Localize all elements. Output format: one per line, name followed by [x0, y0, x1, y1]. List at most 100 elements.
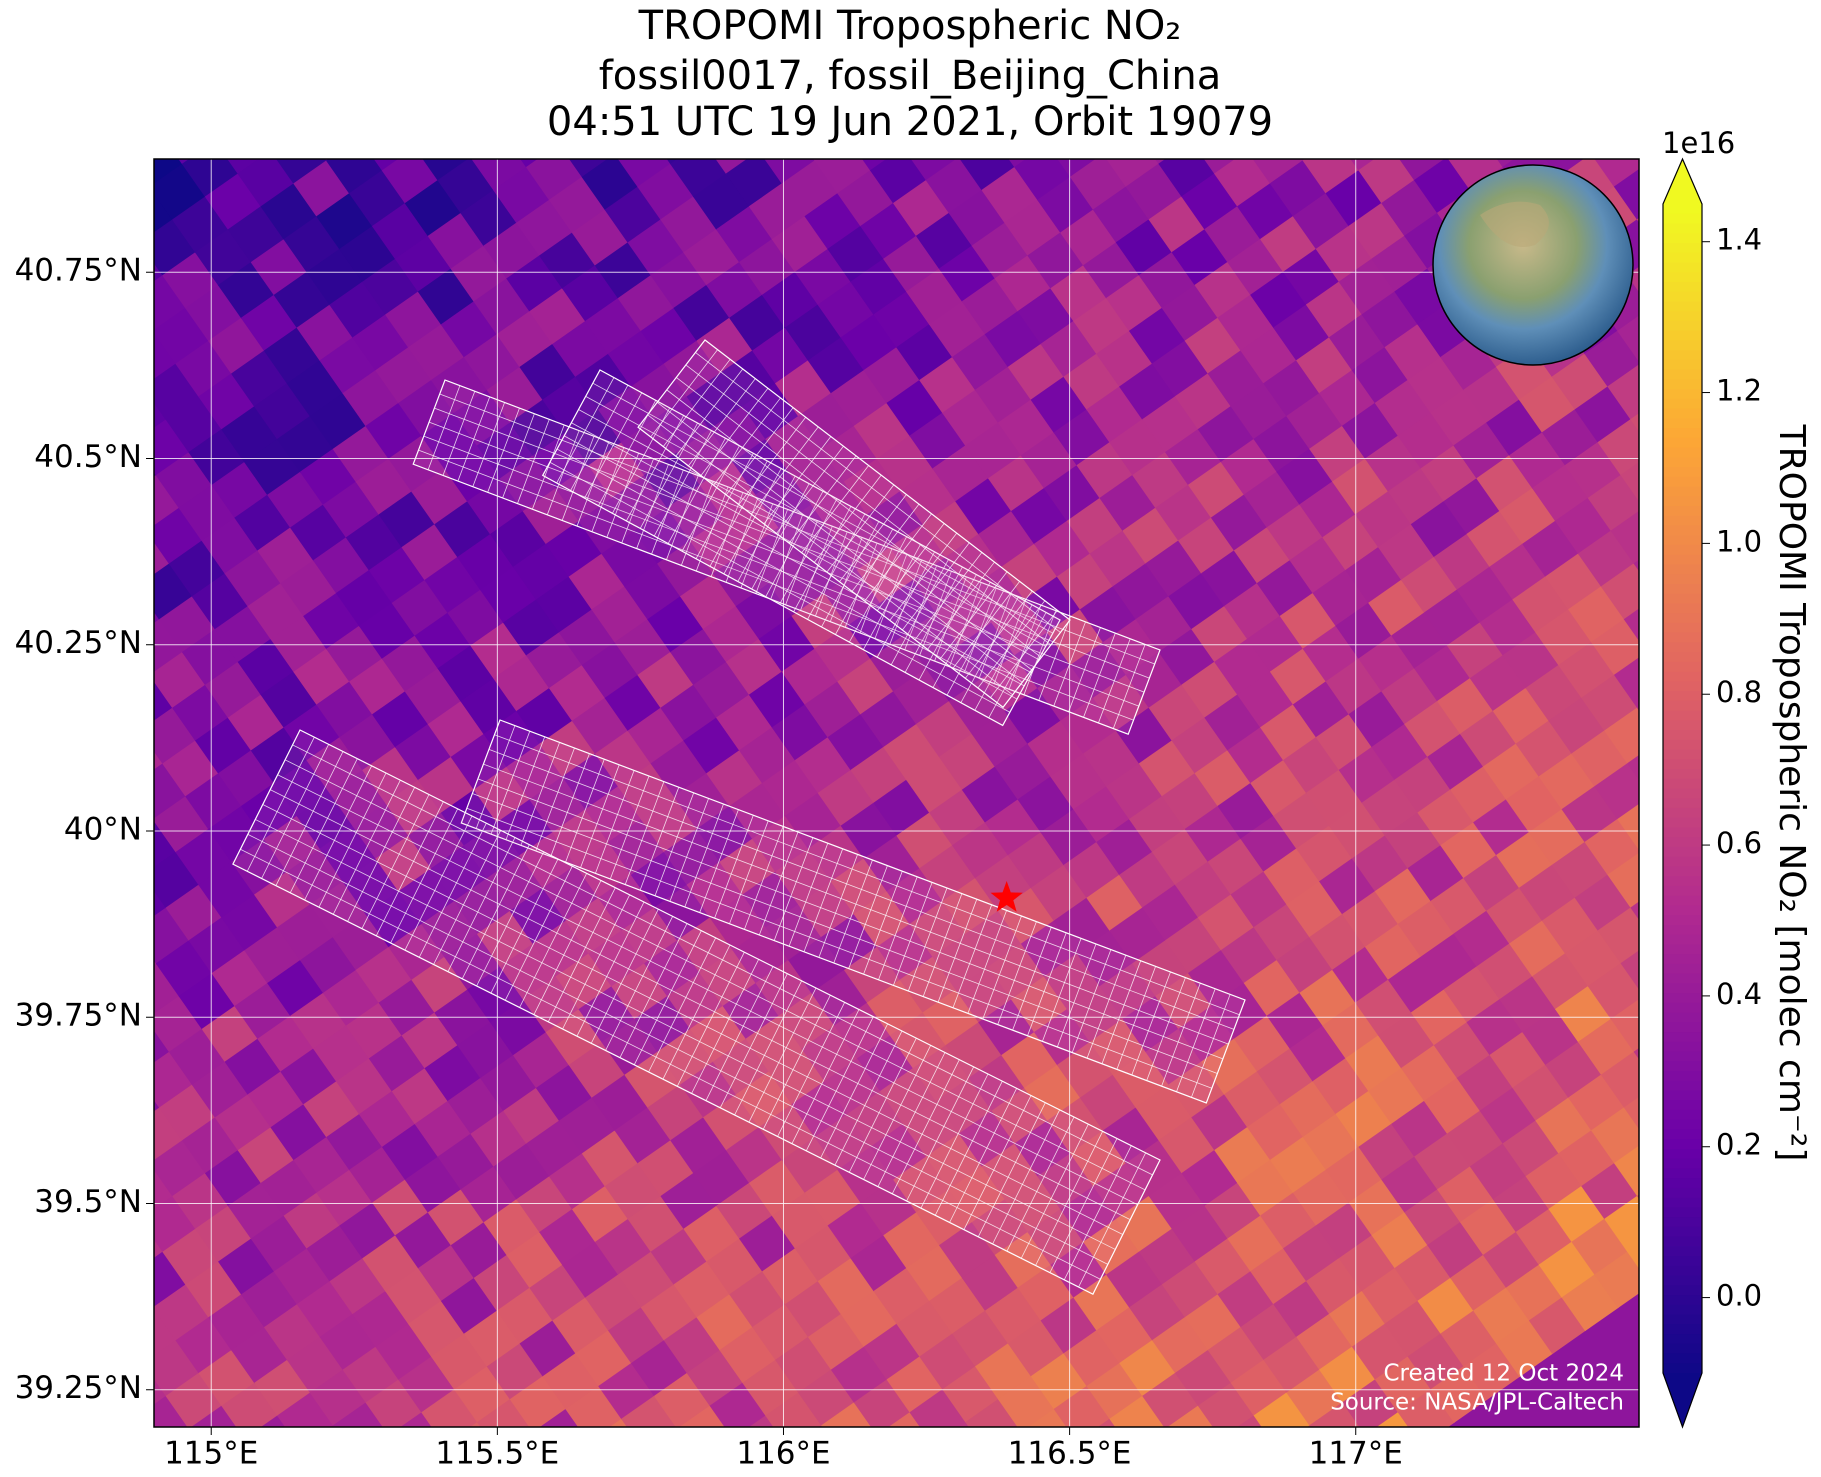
- map-pixel: [1597, 906, 1639, 965]
- colorbar-segment: [1663, 408, 1702, 420]
- colorbar-segment: [1663, 1265, 1702, 1277]
- overlay-line: [318, 772, 387, 908]
- colorbar-segment: [1663, 291, 1702, 303]
- colorbar-segment: [1663, 827, 1702, 839]
- colorbar-extension: [1663, 159, 1702, 204]
- colorbar-segment: [1663, 788, 1702, 800]
- colorbar-segment: [1663, 389, 1702, 400]
- overlay-line: [535, 747, 575, 852]
- colorbar-segment: [1663, 340, 1702, 352]
- colorbar-segment: [1663, 603, 1702, 615]
- overlay-line: [877, 1052, 946, 1187]
- colorbar-segment: [1663, 1139, 1702, 1150]
- overlay-line: [863, 1045, 932, 1180]
- grid: [154, 159, 1639, 1427]
- colorbar-segment: [1663, 350, 1702, 361]
- colorbar-segment: [1663, 467, 1702, 478]
- map-pixel: [1188, 1438, 1245, 1477]
- colorbar-segment: [1663, 1236, 1702, 1248]
- map-pixel: [323, 1458, 380, 1477]
- y-tick-label: 39.75°N: [15, 998, 142, 1034]
- colorbar-segment: [1663, 252, 1702, 264]
- overlay-line: [547, 887, 616, 1023]
- colorbar-segment: [1663, 934, 1702, 946]
- colorbar-segment: [1663, 769, 1702, 780]
- colorbar-segment: [1663, 1295, 1702, 1306]
- colorbar-segment: [1663, 437, 1702, 449]
- map-pixel: [93, 154, 150, 211]
- overlay-line: [1027, 932, 1067, 1036]
- overlay-line: [725, 407, 794, 496]
- colorbar-extension: [1663, 1373, 1702, 1427]
- overlay-line: [418, 822, 487, 958]
- overlay-line: [483, 763, 1229, 1045]
- colorbar-segment: [1663, 1080, 1702, 1092]
- map-pixel: [611, 1451, 668, 1477]
- map-pixel: [74, 753, 131, 810]
- overlay-line: [1049, 1138, 1118, 1273]
- colorbar-segment: [1663, 359, 1702, 371]
- overlay-line: [662, 359, 731, 447]
- map-pixel: [1623, 1083, 1639, 1142]
- overlay-line: [675, 368, 744, 457]
- overlay-line: [893, 882, 933, 986]
- colorbar-segment: [1663, 1012, 1702, 1024]
- overlay-line: [744, 826, 784, 930]
- colorbar-segment: [1663, 204, 1702, 215]
- inset-globe: [1432, 164, 1634, 366]
- colorbar-segment: [1663, 710, 1702, 722]
- map-pixel: [1604, 707, 1639, 765]
- overlay-line: [758, 831, 799, 936]
- y-tick-label: 39.5°N: [34, 1184, 142, 1220]
- y-tick-label: 40.25°N: [15, 625, 142, 661]
- x-tick-label: 115°E: [164, 1436, 258, 1472]
- colorbar-segment: [1663, 720, 1702, 732]
- colorbar-segment: [1663, 1304, 1702, 1316]
- colorbar-segment: [1663, 759, 1702, 771]
- colorbar-segment: [1663, 515, 1702, 527]
- overlay-line: [633, 930, 702, 1066]
- overlay-line: [937, 899, 978, 1003]
- colorbar-segment: [1663, 632, 1702, 644]
- overlay-line: [803, 848, 844, 952]
- colorbar-frame: [1662, 157, 1703, 1429]
- colorbar-segment: [1663, 213, 1702, 225]
- overlay-line: [590, 908, 659, 1044]
- map-pixel: [87, 353, 144, 410]
- overlay-line: [1146, 977, 1186, 1081]
- overlay-line: [833, 859, 873, 964]
- colorbar-segment: [1663, 749, 1702, 761]
- map-pixel: [300, 1424, 358, 1427]
- colorbar-segment: [1663, 525, 1702, 537]
- overlay-line: [1020, 1123, 1089, 1259]
- overlay-line: [585, 396, 1046, 647]
- overlay-line: [650, 349, 718, 438]
- overlay-line: [262, 804, 1123, 1235]
- colorbar-segment: [1663, 730, 1702, 741]
- colorbar-segment: [1663, 486, 1702, 498]
- overlay-line: [848, 865, 888, 969]
- colorbar-segment: [1663, 846, 1702, 858]
- overlay-line: [729, 820, 769, 924]
- colorbar-segment: [1663, 1197, 1702, 1209]
- colorbar-segment: [1663, 564, 1702, 576]
- map-pixel: [1600, 1051, 1639, 1109]
- overlay-line: [734, 980, 803, 1116]
- colorbar-segment: [1663, 895, 1702, 907]
- overlay-line: [788, 455, 857, 544]
- overlay-line: [647, 414, 1013, 696]
- overlay-strip: [637, 339, 1071, 709]
- colorbar-segment: [1663, 661, 1702, 673]
- overlay-line: [550, 753, 590, 857]
- colorbar-segment: [1663, 476, 1702, 488]
- overlay-line: [922, 893, 963, 997]
- colorbar-offset: 1e16: [1662, 126, 1735, 160]
- colorbar-segment: [1663, 554, 1702, 566]
- overlay-line: [292, 744, 1153, 1176]
- map-pixel: [1607, 851, 1639, 909]
- overlay-line: [839, 494, 907, 583]
- overlay-line: [476, 851, 545, 987]
- overlay-line: [990, 610, 1058, 698]
- overlay-line: [805, 1016, 874, 1152]
- map-background: [74, 154, 1639, 1477]
